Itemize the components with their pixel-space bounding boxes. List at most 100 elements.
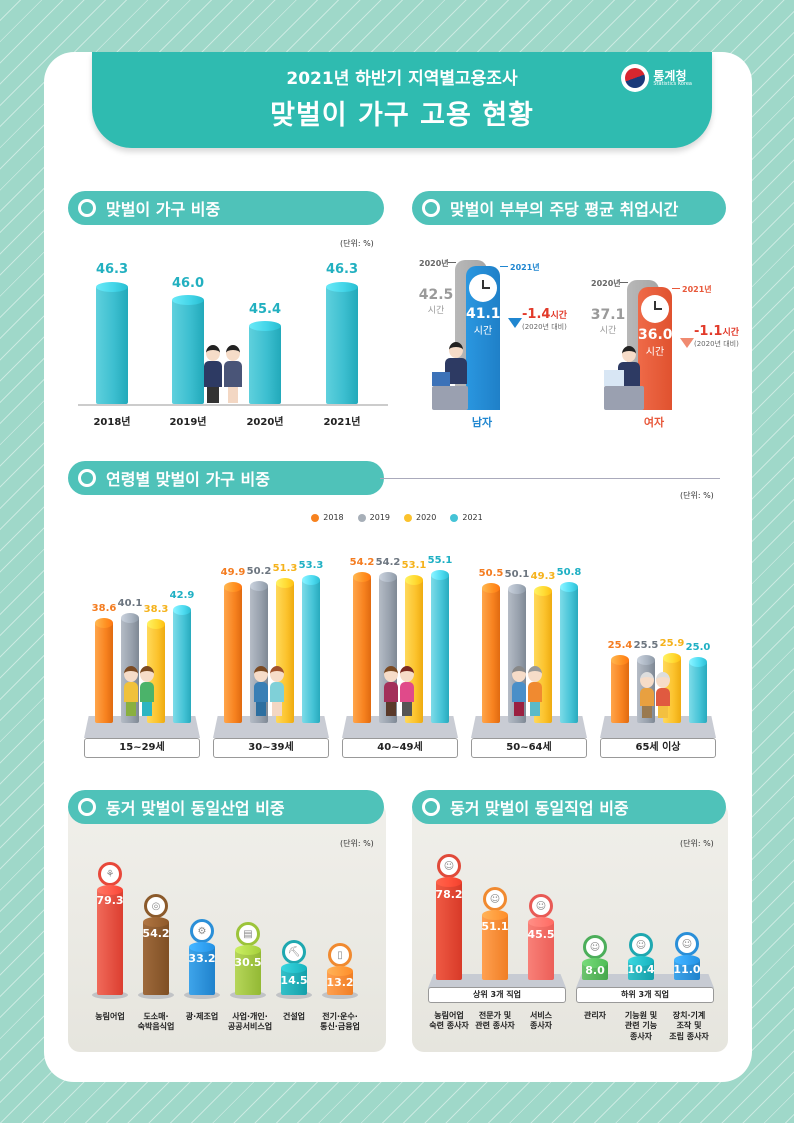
bar-shadow bbox=[92, 991, 128, 999]
unit-hours: 시간 bbox=[645, 347, 665, 358]
bar-40-49-2021 bbox=[431, 575, 449, 723]
value-construction: 14.5 bbox=[280, 974, 308, 987]
bar-65plus-2018 bbox=[611, 660, 629, 723]
gear-icon: ⚙ bbox=[190, 919, 214, 947]
bar-shadow bbox=[184, 991, 220, 999]
delta-male: -1.4시간 (2020년 대비) bbox=[522, 307, 567, 331]
professional-icon: ☺ bbox=[483, 887, 507, 915]
category-50-64: 50~64세 bbox=[471, 738, 587, 758]
value-agriculture: 79.3 bbox=[96, 894, 124, 907]
x-label-2019: 2019년 bbox=[169, 417, 207, 428]
x-label-2021: 2021년 bbox=[323, 417, 361, 428]
tag-2021-female: 2021년 bbox=[682, 285, 712, 294]
bar-2019 bbox=[172, 300, 204, 404]
page-subtitle: 2021년 하반기 지역별고용조사 bbox=[286, 69, 518, 89]
value-craft-workers: 10.4 bbox=[627, 963, 655, 976]
bar-craft-workers bbox=[628, 961, 654, 980]
circle-icon bbox=[422, 199, 440, 217]
divider bbox=[380, 478, 720, 479]
legend-2019: 2019 bbox=[357, 513, 390, 522]
platform bbox=[600, 716, 716, 738]
circle-icon bbox=[422, 798, 440, 816]
circle-icon bbox=[78, 469, 96, 487]
chart-legend: 2018 2019 2020 2021 bbox=[0, 513, 794, 522]
unit-label: (단위: %) bbox=[680, 491, 714, 500]
value-female-2020: 37.1 시간 bbox=[590, 307, 626, 336]
young-couple-illustration bbox=[124, 666, 154, 716]
value-services: 30.5 bbox=[234, 956, 262, 969]
bar-managers bbox=[582, 963, 608, 980]
section-title: 맞벌이 가구 비중 bbox=[106, 200, 221, 219]
value-service-workers: 45.5 bbox=[527, 928, 555, 941]
value-30-39-2020: 51.3 bbox=[272, 563, 298, 574]
value-30-39-2019: 50.2 bbox=[246, 566, 272, 577]
value-50-64-2021: 50.8 bbox=[556, 567, 582, 578]
label-machine-operators: 장치·기계 조작 및 조립 종사자 bbox=[669, 1011, 709, 1041]
bar-service-workers bbox=[528, 922, 554, 980]
logo-text-ko: 통계청 bbox=[653, 68, 687, 83]
label-service-workers: 서비스 종사자 bbox=[529, 1011, 553, 1031]
platform bbox=[342, 716, 458, 738]
bar-30-39-2021 bbox=[302, 580, 320, 723]
section-title: 동거 맞벌이 동일산업 비중 bbox=[106, 799, 285, 818]
tag-2020-female: 2020년 bbox=[591, 279, 621, 288]
platform bbox=[471, 716, 587, 738]
category-15-29: 15~29세 bbox=[84, 738, 200, 758]
bar-construction bbox=[281, 968, 307, 995]
label-craft-workers: 기능원 및 관련 기능 종사자 bbox=[624, 1011, 658, 1041]
middle-aged-couple-illustration bbox=[384, 666, 414, 716]
label-male: 남자 bbox=[471, 416, 493, 429]
label-managers: 관리자 bbox=[583, 1011, 607, 1020]
bar-machine-operators bbox=[674, 960, 700, 980]
bar-2020 bbox=[249, 326, 281, 404]
taegeuk-icon bbox=[621, 64, 650, 92]
label-female: 여자 bbox=[643, 416, 665, 429]
value-50-64-2020: 49.3 bbox=[530, 571, 556, 582]
category-30-39: 30~39세 bbox=[213, 738, 329, 758]
value-utilities-finance: 13.2 bbox=[326, 976, 354, 989]
legend-2020: 2020 bbox=[404, 513, 436, 522]
section-title: 연령별 맞벌이 가구 비중 bbox=[106, 470, 270, 489]
bar-value-2018: 46.3 bbox=[95, 262, 129, 277]
unit-label: (단위: %) bbox=[340, 839, 374, 848]
group-bottom-3: 하위 3개 직업 bbox=[576, 987, 714, 1003]
label-agriculture: 농림어업 bbox=[95, 1012, 125, 1021]
legend-2021: 2021 bbox=[450, 513, 483, 522]
tick-line bbox=[620, 282, 628, 283]
desk bbox=[432, 386, 468, 410]
bar-40-49-2018 bbox=[353, 577, 371, 723]
bar-15-29-2018 bbox=[95, 623, 113, 723]
value-professionals: 51.1 bbox=[481, 920, 509, 933]
bar-manufacturing bbox=[189, 947, 215, 995]
elderly-couple-illustration bbox=[640, 672, 670, 718]
value-30-39-2018: 49.9 bbox=[220, 567, 246, 578]
platform bbox=[84, 716, 200, 738]
value-40-49-2019: 54.2 bbox=[375, 557, 401, 568]
label-skilled-agriculture: 농림어업 숙련 종사자 bbox=[429, 1011, 469, 1031]
clock-icon bbox=[469, 274, 497, 302]
adult-couple-illustration bbox=[254, 666, 284, 716]
wheat-icon: ⚘ bbox=[98, 862, 122, 890]
section-title: 맞벌이 부부의 주당 평균 취업시간 bbox=[450, 200, 679, 219]
tag-2020-male: 2020년 bbox=[419, 259, 449, 268]
bar-2021 bbox=[326, 287, 358, 404]
page-title: 맞벌이 가구 고용 현황 bbox=[270, 100, 534, 131]
bar-shadow bbox=[322, 991, 358, 999]
value-male-2020: 42.5 시간 bbox=[418, 287, 454, 316]
bar-shadow bbox=[276, 991, 312, 999]
bar-2018 bbox=[96, 287, 128, 404]
bar-30-39-2018 bbox=[224, 587, 242, 723]
label-retail-hospitality: 도소매· 숙박음식업 bbox=[137, 1012, 175, 1032]
value-male-2021: 41.1 bbox=[466, 306, 501, 322]
unit-label: (단위: %) bbox=[340, 239, 374, 248]
unit-hours: 시간 bbox=[473, 326, 493, 337]
tag-2021-male: 2021년 bbox=[510, 263, 540, 272]
manager-icon: ☺ bbox=[583, 935, 607, 963]
section-header-share: 맞벌이 가구 비중 bbox=[68, 191, 384, 225]
value-65plus-2018: 25.4 bbox=[607, 640, 633, 651]
section-title: 동거 맞벌이 동일직업 비중 bbox=[450, 799, 629, 818]
bar-value-2021: 46.3 bbox=[325, 262, 359, 277]
value-managers: 8.0 bbox=[585, 964, 605, 977]
bar-value-2020: 45.4 bbox=[248, 302, 282, 317]
label-construction: 건설업 bbox=[282, 1012, 306, 1021]
